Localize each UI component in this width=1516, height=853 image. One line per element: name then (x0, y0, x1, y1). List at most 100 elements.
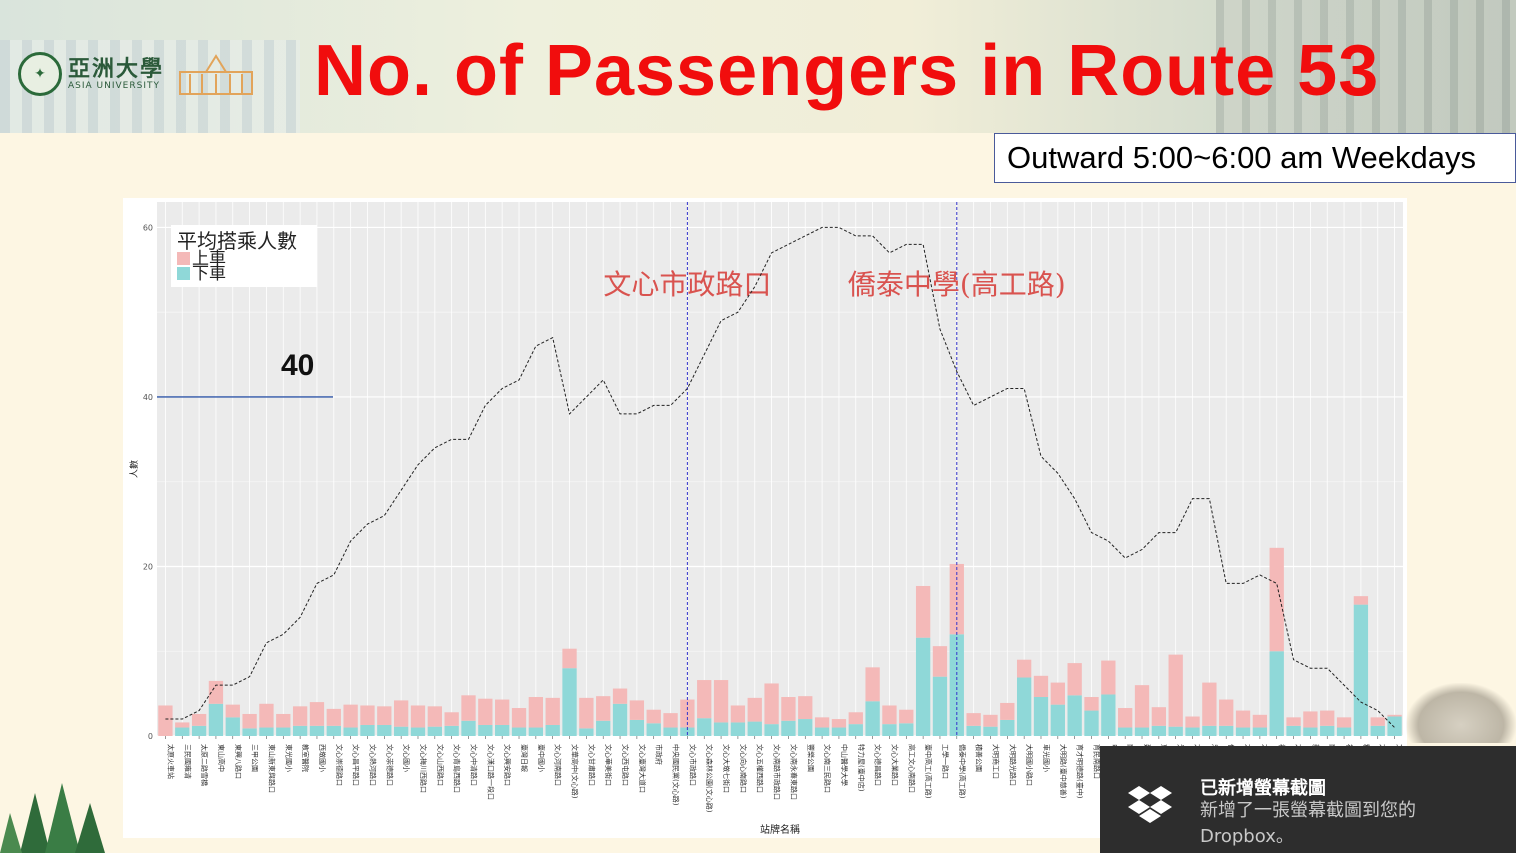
x-tick-label: 文華高中(文心路) (571, 744, 580, 799)
bar-alight (309, 725, 325, 736)
bar-alight (1303, 727, 1318, 736)
bar-board (596, 696, 611, 721)
bar-alight (814, 727, 830, 736)
x-tick-label: 三民國雍清 (183, 744, 192, 779)
bar-board (343, 704, 358, 728)
bar-alight (1353, 604, 1369, 736)
x-tick-label: 教室醫院 (301, 744, 310, 772)
bar-board (730, 705, 746, 723)
bar-board (1353, 596, 1369, 605)
bar-board (983, 714, 998, 727)
y-tick-label: 40 (143, 393, 153, 402)
bar-board (1336, 717, 1352, 728)
bar-board (360, 705, 375, 725)
plot-panel (157, 202, 1403, 736)
bar-alight (646, 723, 661, 736)
bar-alight (1168, 726, 1183, 736)
x-tick-label: 文心崇德路口 (385, 744, 394, 786)
bar-alight (697, 718, 712, 736)
bar-board (175, 722, 190, 728)
notification-title: 已新增螢幕截圖 (1200, 778, 1326, 799)
x-tick-label: 文心森林公園(文心路) (705, 744, 714, 813)
x-tick-label: 文心市政路口 (688, 744, 697, 786)
bar-alight (444, 725, 459, 736)
x-tick-label: 育才明德路(臺中) (1076, 744, 1085, 799)
x-tick-label: 三甲公園 (251, 744, 259, 772)
x-tick-label: 中央國民黨(文心路) (672, 744, 681, 806)
bar-alight (1000, 719, 1015, 736)
legend-title: 平均搭乘人數 (177, 229, 297, 253)
bar-board (393, 700, 409, 727)
legend-box (171, 225, 317, 287)
bar-board (966, 713, 981, 726)
bar-board (1303, 711, 1318, 728)
notification-body: 新增了一張螢幕截圖到您的 Dropbox。 (1200, 800, 1416, 847)
bar-board (1370, 717, 1385, 726)
bar-alight (899, 723, 914, 736)
bar-alight (747, 721, 762, 736)
bar-board (461, 695, 476, 721)
passenger-chart: 0 20 40 60 文心市政路口 僑泰中學(高工路) 40 平均搭乘人數 上車 下車 人數 站牌名稱… (123, 198, 1407, 838)
bar-alight (276, 727, 291, 736)
legend-swatch (177, 252, 190, 265)
bar-board (612, 688, 628, 704)
bar-board (1000, 702, 1015, 720)
y-tick-label: 60 (143, 223, 153, 232)
bar-alight (865, 701, 880, 736)
bar-board (882, 705, 897, 725)
bar-alight (1252, 727, 1268, 736)
bar-board (629, 700, 645, 720)
x-tick-label: 東山新東與路口 (267, 744, 276, 793)
y-tick-label: 20 (143, 562, 153, 571)
bar-board (158, 705, 173, 736)
bar-board (1118, 708, 1133, 728)
dropbox-notification[interactable]: 已新增螢幕截圖 新增了一張螢幕截圖到您的 Dropbox。 (1100, 746, 1516, 853)
bar-alight (1067, 695, 1082, 736)
x-tick-label: 積善公園 (975, 744, 984, 772)
bar-board (663, 713, 678, 728)
bar-alight (360, 724, 375, 736)
bar-board (1235, 710, 1251, 728)
x-tick-label: 文心南三民路口 (823, 744, 832, 793)
bar-board (511, 708, 527, 728)
x-tick-label: 高工文心南路口 (907, 744, 916, 793)
x-tick-label: 文心河南路口 (554, 744, 563, 786)
building-icon (179, 54, 254, 95)
bar-alight (1336, 727, 1352, 736)
bar-alight (949, 634, 964, 736)
x-tick-label: 大明路光路口 (1008, 744, 1017, 786)
bar-board (781, 697, 796, 721)
x-tick-label: 文心青島西路口 (453, 744, 462, 793)
bar-alight (1016, 677, 1032, 736)
bar-alight (1202, 725, 1217, 736)
bar-alight (427, 726, 442, 736)
x-tick-label: 文心臺灣大道口 (638, 744, 647, 793)
bar-alight (1084, 710, 1099, 736)
bar-alight (1235, 727, 1251, 736)
x-tick-label: 臺灣日報 (520, 744, 529, 772)
x-tick-label: 臺中國小 (537, 744, 546, 772)
x-tick-label: 東光國小 (284, 744, 293, 772)
bar-alight (191, 725, 207, 736)
reference-value-label: 40 (281, 349, 314, 382)
bar-board (1134, 685, 1150, 728)
bar-board (1033, 675, 1049, 698)
x-tick-label: 文心南永春東路口 (789, 744, 798, 800)
university-seal-icon: ✦ (18, 52, 62, 96)
bar-alight (629, 719, 645, 736)
x-tick-label: 文心漢口路一段口 (486, 744, 495, 800)
y-axis-label: 人數 (128, 460, 140, 478)
bar-alight (1387, 716, 1402, 736)
bar-board (1016, 659, 1032, 678)
x-tick-label: 太原火車站 (166, 744, 175, 779)
bar-board (259, 703, 274, 728)
bar-alight (208, 703, 224, 736)
bar-alight (393, 726, 409, 736)
bar-board (326, 708, 341, 726)
bar-alight (562, 668, 577, 736)
bar-board (865, 667, 880, 702)
bar-alight (983, 726, 998, 736)
bar-alight (528, 727, 544, 736)
cumulative-line (165, 226, 1395, 728)
